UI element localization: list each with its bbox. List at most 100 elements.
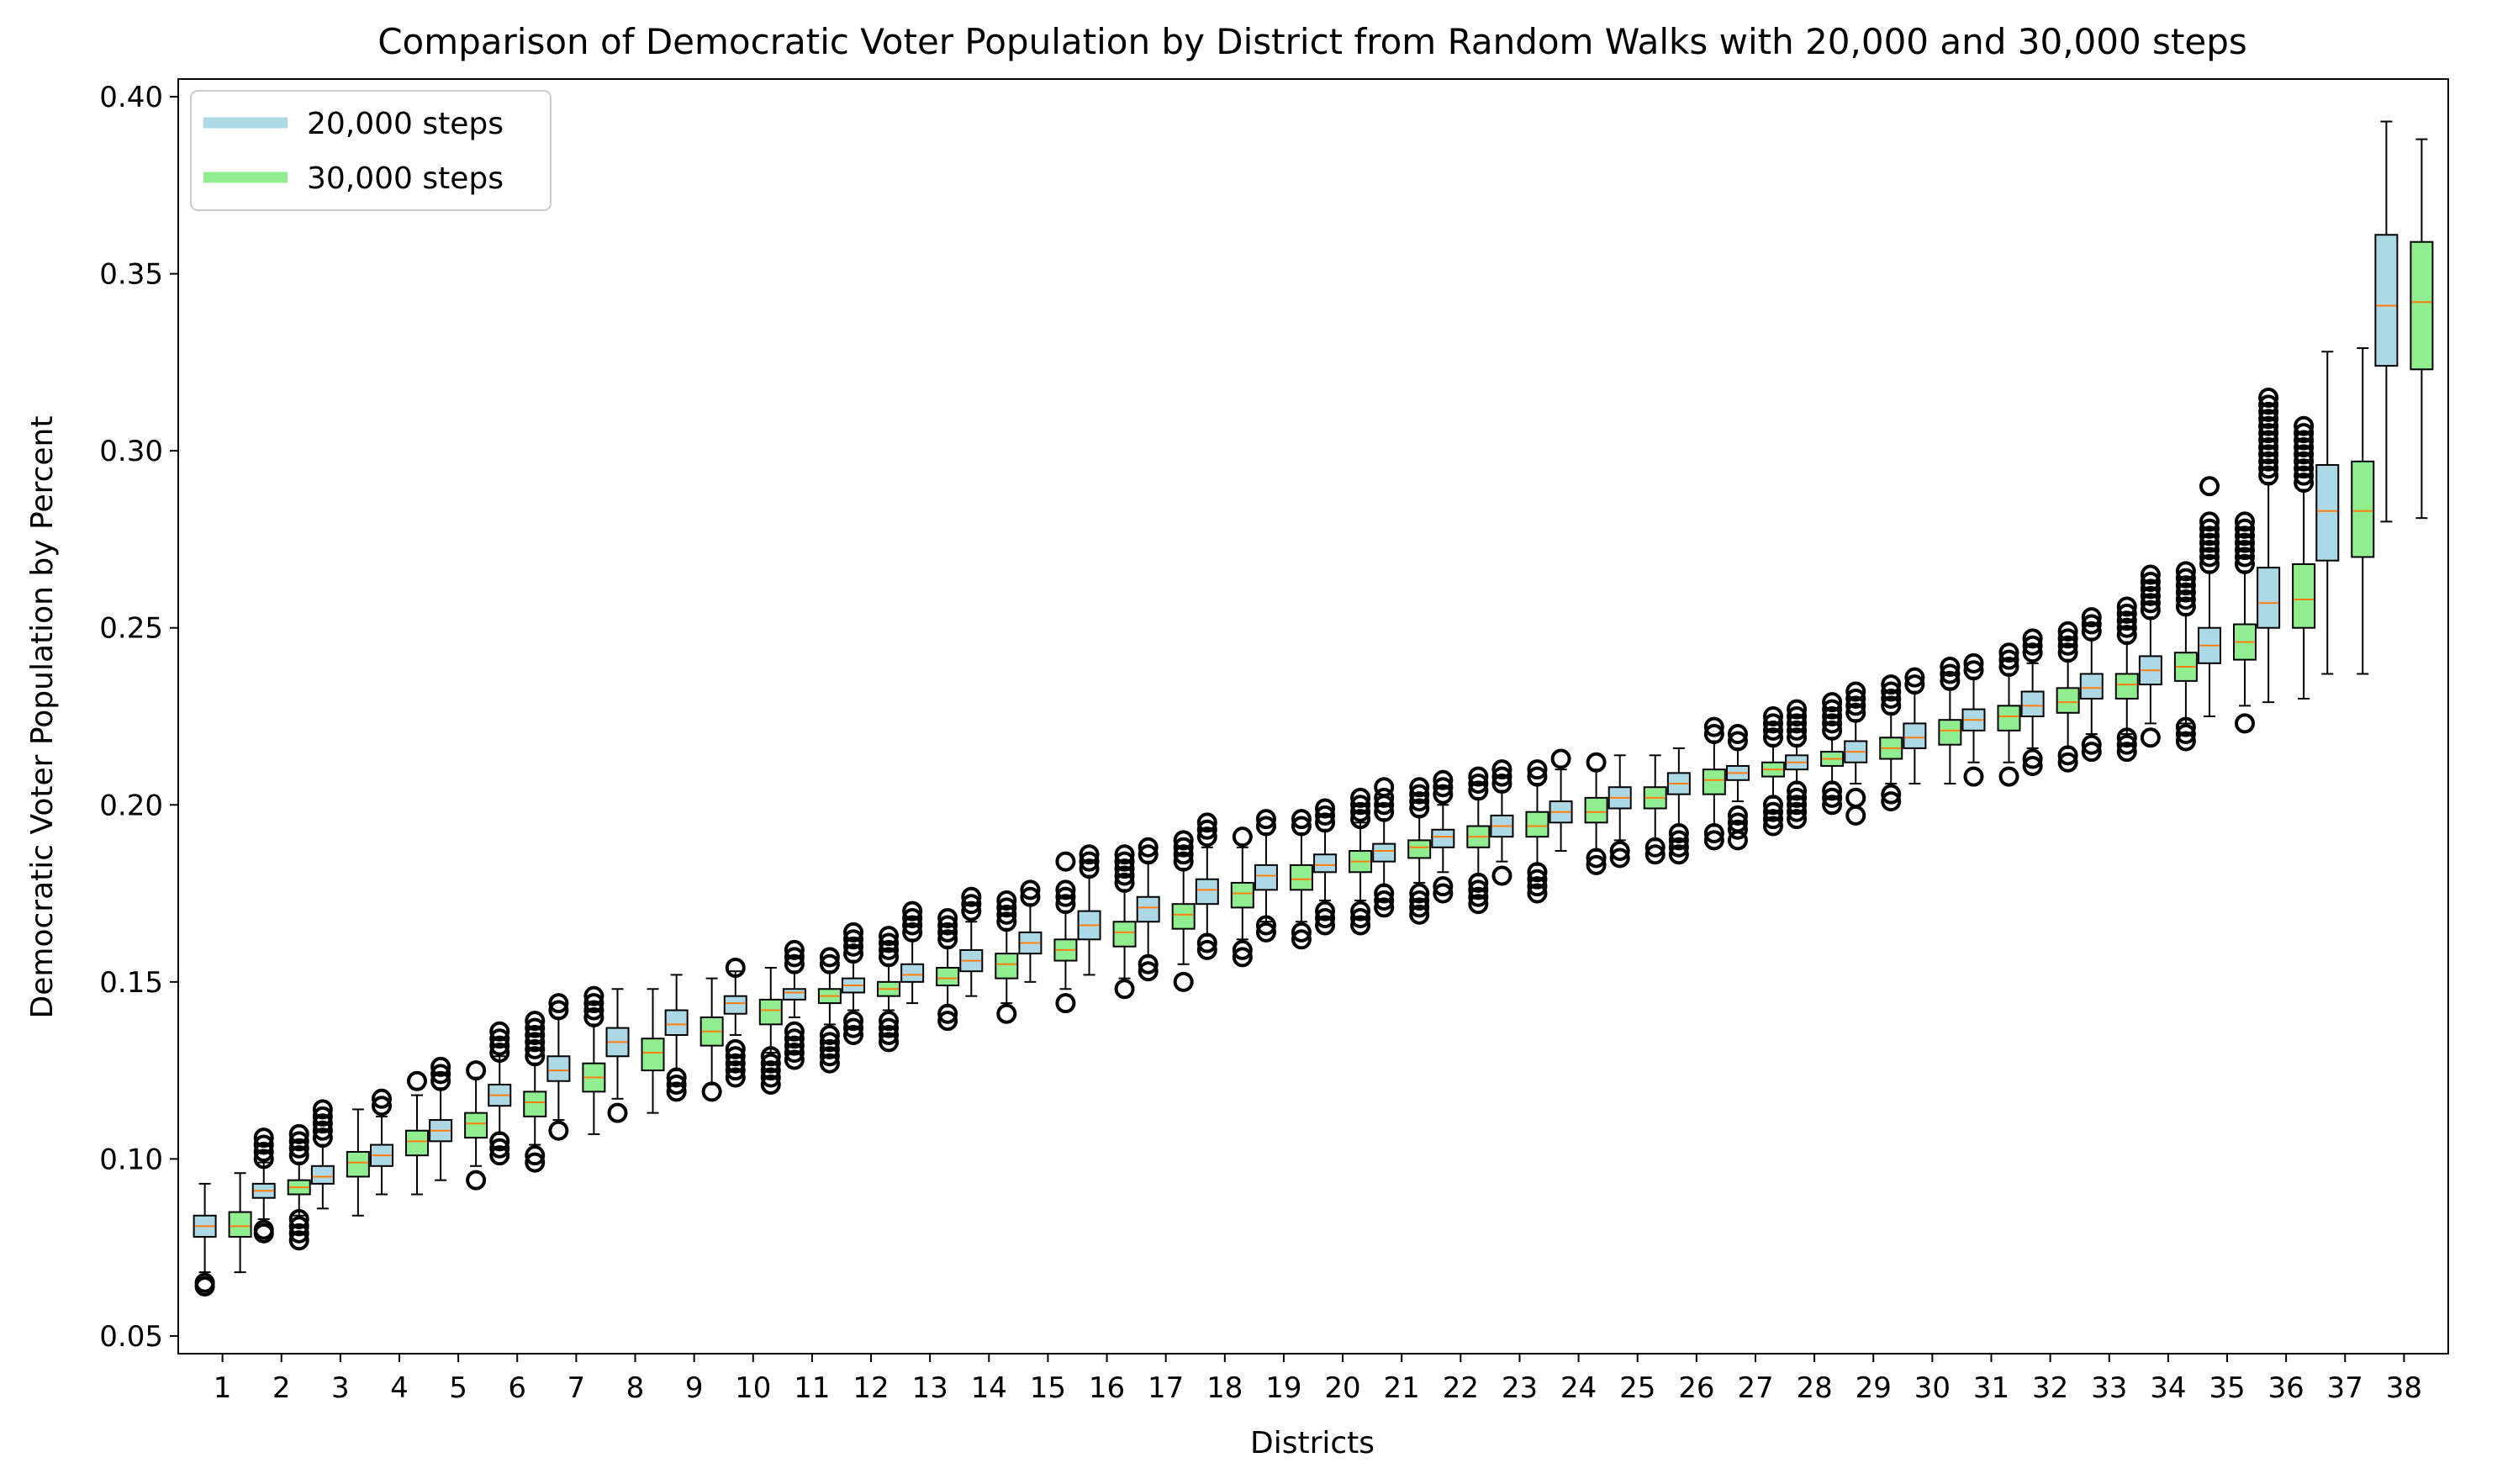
box-iqr — [2351, 460, 2375, 558]
outlier-point — [2116, 625, 2137, 646]
outlier-point — [1727, 805, 1748, 826]
outlier-point — [2140, 593, 2161, 614]
box-district-17 — [1171, 830, 1196, 992]
outlier-point — [2258, 388, 2279, 408]
box-district-37 — [2315, 351, 2340, 675]
x-tick-label: 18 — [1206, 1371, 1243, 1405]
outlier-point — [1196, 812, 1217, 833]
outlier-point — [2140, 578, 2161, 599]
outlier-point — [2258, 465, 2279, 486]
outlier-point — [2258, 430, 2279, 451]
outlier-point — [1350, 787, 1371, 808]
outlier-point — [1845, 681, 1866, 702]
box-district-38 — [2410, 138, 2434, 520]
box-district-34 — [2173, 561, 2198, 752]
outlier-point — [2199, 547, 2220, 568]
outlier-point — [1762, 809, 1783, 830]
x-tick-label: 13 — [912, 1371, 948, 1405]
box-district-35 — [2233, 511, 2257, 734]
outlier-point — [2022, 628, 2043, 649]
outlier-point — [2199, 511, 2220, 532]
box-iqr — [346, 1150, 370, 1178]
box-district-21 — [1407, 777, 1432, 925]
outlier-point — [1703, 830, 1724, 851]
x-tick-label: 19 — [1265, 1371, 1301, 1405]
box-district-10 — [723, 957, 747, 1088]
box-iqr — [2056, 687, 2080, 714]
outlier-point — [760, 1060, 781, 1081]
outlier-point — [1409, 883, 1430, 904]
x-tick-label: 31 — [1973, 1371, 2009, 1405]
y-tick-label: 0.10 — [99, 1143, 163, 1176]
box-district-23 — [1525, 759, 1549, 904]
outlier-point — [525, 1011, 546, 1032]
outlier-point — [525, 1017, 546, 1038]
outlier-point — [1409, 784, 1430, 805]
outlier-point — [1904, 674, 1925, 695]
outlier-point — [1762, 706, 1783, 726]
outlier-point — [2175, 575, 2196, 596]
outlier-point — [1644, 844, 1666, 865]
outlier-point — [1114, 851, 1135, 872]
outlier-point — [1433, 876, 1454, 897]
outlier-point — [784, 939, 805, 960]
outlier-point — [1173, 830, 1194, 851]
box-district-34 — [2138, 564, 2162, 748]
outlier-point — [843, 1011, 864, 1032]
outlier-point — [784, 947, 805, 968]
box-iqr — [546, 1055, 571, 1082]
outlier-point — [1350, 795, 1371, 816]
outlier-point — [1998, 642, 2019, 663]
box-district-16 — [1112, 844, 1137, 1000]
outlier-point — [1291, 816, 1312, 837]
y-tick-label: 0.30 — [99, 435, 163, 468]
outlier-point — [1703, 716, 1724, 737]
outlier-point — [2199, 518, 2220, 539]
outlier-point — [2116, 603, 2137, 624]
x-tick-label: 32 — [2032, 1371, 2068, 1405]
outlier-point — [2235, 553, 2256, 574]
outlier-point — [489, 1043, 510, 1064]
outlier-point — [843, 922, 864, 943]
outlier-point — [2175, 561, 2196, 582]
outlier-point — [2258, 415, 2279, 436]
box-iqr — [2257, 567, 2281, 629]
outlier-point — [1822, 720, 1843, 741]
box-district-8 — [641, 988, 665, 1114]
outlier-point — [2140, 727, 2161, 748]
box-district-1 — [228, 1172, 252, 1274]
outlier-point — [2258, 436, 2279, 457]
outlier-point — [1845, 688, 1866, 709]
outlier-point — [583, 985, 604, 1006]
outlier-point — [1138, 844, 1159, 865]
outlier-point — [1079, 858, 1100, 879]
outlier-point — [784, 1021, 805, 1042]
outlier-point — [1762, 801, 1783, 822]
box-iqr — [1313, 853, 1338, 874]
box-district-31 — [1997, 642, 2021, 787]
outlier-point — [1881, 784, 1902, 805]
x-tick-label: 12 — [853, 1371, 889, 1405]
outlier-point — [1374, 897, 1395, 918]
outlier-point — [1881, 791, 1902, 812]
outlier-point — [1491, 865, 1512, 886]
y-tick-label: 0.25 — [99, 612, 163, 646]
outlier-point — [1350, 900, 1371, 922]
outlier-point — [2022, 635, 2043, 656]
box-district-32 — [2056, 621, 2080, 773]
outlier-point — [253, 1128, 274, 1149]
box-district-13 — [900, 900, 925, 1005]
outlier-point — [725, 957, 746, 978]
outlier-point — [2258, 451, 2279, 472]
box-district-31 — [1961, 652, 1986, 787]
box-district-30 — [1938, 657, 1962, 785]
outlier-point — [1138, 837, 1159, 858]
outlier-point — [1787, 706, 1808, 726]
outlier-point — [2175, 724, 2196, 745]
box-iqr — [782, 988, 806, 1001]
x-tick-label: 17 — [1148, 1371, 1184, 1405]
x-tick-label: 23 — [1502, 1371, 1538, 1405]
box-district-3 — [346, 1108, 370, 1217]
outlier-point — [1138, 953, 1159, 974]
x-tick-label: 22 — [1443, 1371, 1479, 1405]
